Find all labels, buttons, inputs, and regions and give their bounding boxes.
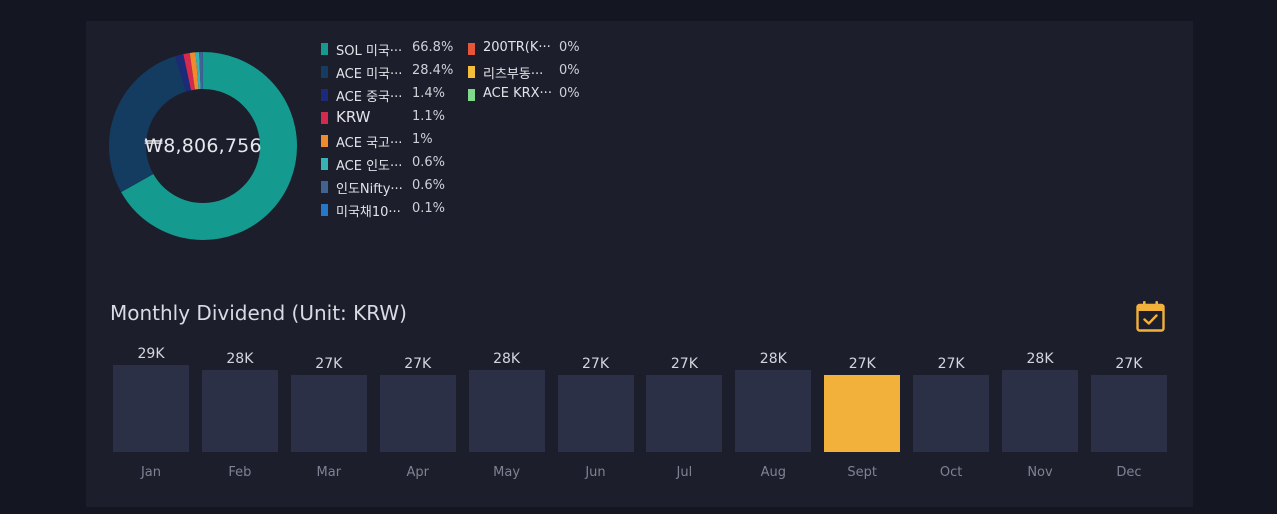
legend-name: 리츠부동··· [483,67,544,82]
legend-percent: 1.1% [412,109,446,124]
legend-percent: 0% [559,40,580,55]
bar-mar[interactable] [290,375,367,452]
x-tick-label: Sept [847,465,877,480]
legend-swatch [468,43,475,55]
legend-percent: 0% [559,86,580,101]
legend-percent: 66.8% [412,40,454,55]
donut-svg [109,52,297,240]
legend-swatch [321,66,328,78]
legend-percent: 0.6% [412,155,446,170]
bar-value-label: 27K [582,356,609,372]
total-value: ₩8,806,756 [144,135,262,157]
x-tick-label: Dec [1116,465,1142,480]
bar-nov[interactable] [1002,370,1078,452]
bar-dec[interactable] [1090,375,1167,452]
bar-jun[interactable] [557,375,634,452]
legend-swatch [321,43,328,55]
bar-value-label: 28K [1026,351,1054,367]
calendar-button[interactable] [1135,300,1166,333]
legend-percent: 0.1% [412,201,446,216]
legend-name: SOL 미국··· [336,44,403,59]
legend-percent: 0% [559,63,580,78]
bar-sept[interactable] [824,375,901,452]
x-tick-label: Jun [585,465,606,480]
legend-name: ACE 국고··· [336,136,403,151]
legend-swatch [468,89,475,101]
legend-percent: 28.4% [412,63,454,78]
bar-value-label: 29K [137,346,165,362]
legend-name: ACE 중국··· [336,90,403,105]
bar-jan[interactable] [113,365,189,452]
calendar-check-icon [1136,301,1165,332]
x-tick-label: Mar [316,465,342,480]
x-tick-label: Nov [1027,465,1053,480]
legend-swatch [321,89,328,101]
legend-name: 미국채10··· [336,205,401,220]
bar-value-label: 28K [226,351,254,367]
x-tick-label: May [493,465,521,480]
bar-oct[interactable] [913,375,990,452]
bar-value-label: 27K [404,356,432,372]
donut-slice[interactable] [109,52,297,240]
bar-value-label: 27K [315,356,343,372]
bar-value-label: 27K [848,356,876,372]
x-tick-label: Feb [228,465,252,480]
bar-value-label: 27K [670,356,698,372]
legend-name: ACE 미국··· [336,67,403,82]
legend-swatch [321,158,328,170]
legend-name: KRW [336,108,371,126]
bar-value-label: 28K [759,351,787,367]
legend-percent: 1.4% [412,86,446,101]
bar-aug[interactable] [735,370,812,452]
bar-feb[interactable] [201,370,278,452]
bar-jul[interactable] [646,375,723,452]
legend-name: 200TR(K··· [483,40,551,55]
bar-may[interactable] [468,370,545,452]
bar-value-label: 27K [1115,356,1143,372]
legend-percent: 1% [412,132,433,147]
legend-name: ACE KRX··· [483,86,552,101]
bar-value-label: 28K [493,351,521,367]
legend-name: ACE 인도··· [336,159,403,174]
legend-percent: 0.6% [412,178,446,193]
donut-slice[interactable] [109,52,297,240]
x-tick-label: Jan [140,465,162,480]
holdings-donut-chart: ₩8,806,756 [109,52,297,240]
legend-swatch [321,204,328,216]
legend-swatch [321,112,328,124]
x-tick-label: Apr [406,465,429,480]
legend-swatch [468,66,475,78]
bar-value-label: 27K [937,356,965,372]
bar-apr[interactable] [379,375,456,452]
x-tick-label: Jul [676,465,693,480]
legend-name: 인도Nifty··· [336,182,403,197]
legend-swatch [321,135,328,147]
monthly-dividend-title: Monthly Dividend (Unit: KRW) [110,301,407,325]
x-tick-label: Oct [939,465,963,480]
legend-swatch [321,181,328,193]
x-tick-label: Aug [760,465,786,480]
